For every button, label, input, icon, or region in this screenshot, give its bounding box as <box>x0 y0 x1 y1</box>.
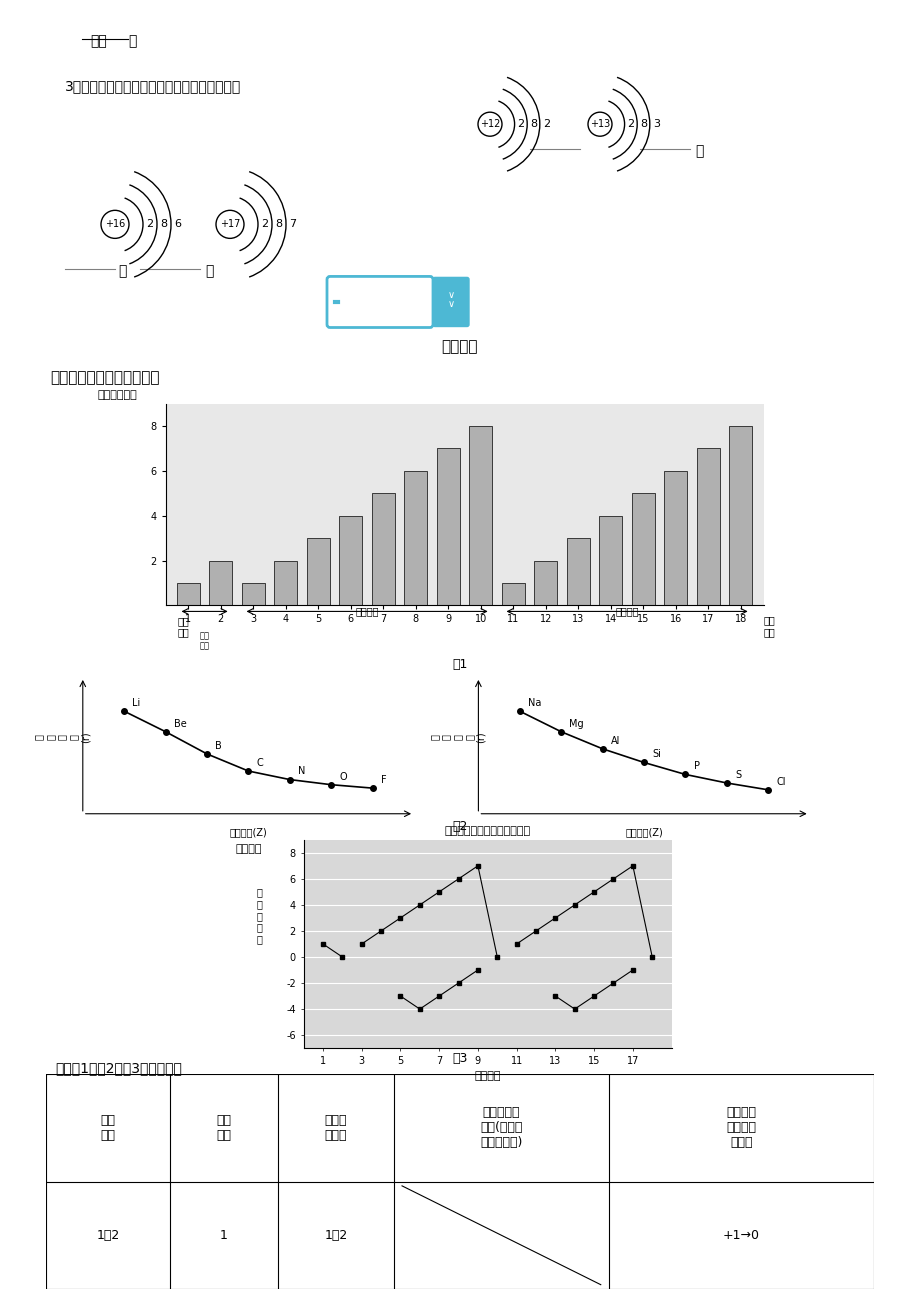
Text: Li: Li <box>132 698 141 708</box>
Bar <box>469 426 492 605</box>
Title: 元素化合价随原子序数变化图: 元素化合价随原子序数变化图 <box>444 827 530 836</box>
Text: 第二周期: 第二周期 <box>355 607 379 616</box>
Y-axis label: 最外层电子数: 最外层电子数 <box>97 389 138 400</box>
Text: 1～2: 1～2 <box>96 1229 119 1242</box>
Text: 6: 6 <box>174 219 181 229</box>
Text: 2: 2 <box>261 219 267 229</box>
Text: 一、原子结构的周期性变化: 一、原子结构的周期性变化 <box>50 370 159 385</box>
Text: +13: +13 <box>589 120 609 129</box>
Text: +16: +16 <box>105 219 125 229</box>
Text: S: S <box>734 769 741 780</box>
Bar <box>729 426 752 605</box>
Text: 原子序数(Z): 原子序数(Z) <box>624 828 663 837</box>
Text: 新知预习: 新知预习 <box>441 340 478 354</box>
Text: 8: 8 <box>529 120 537 129</box>
Bar <box>664 471 686 605</box>
Text: 最高或最
低化合价
的变化: 最高或最 低化合价 的变化 <box>726 1107 755 1150</box>
Text: 2: 2 <box>146 219 153 229</box>
Text: 图2: 图2 <box>452 820 467 833</box>
Text: 结合图1、图2、图3完成下表：: 结合图1、图2、图3完成下表： <box>55 1061 182 1075</box>
Bar <box>242 583 265 605</box>
Text: Al: Al <box>610 736 619 746</box>
FancyBboxPatch shape <box>326 276 433 328</box>
Text: +17: +17 <box>220 219 240 229</box>
Text: 增强: 增强 <box>90 34 107 48</box>
Text: 1～2: 1～2 <box>323 1229 347 1242</box>
Text: 原
子
半
径
(r): 原 子 半 径 (r) <box>429 730 485 742</box>
Bar <box>404 471 426 605</box>
Bar <box>274 561 297 605</box>
Circle shape <box>216 211 244 238</box>
Text: 图3: 图3 <box>452 1052 467 1065</box>
Text: O: O <box>339 772 346 781</box>
Bar <box>307 538 329 605</box>
Text: 。: 。 <box>205 264 213 279</box>
Text: 第二周期: 第二周期 <box>235 845 261 854</box>
Text: 7: 7 <box>289 219 296 229</box>
Text: 、: 、 <box>118 264 126 279</box>
Text: 原
子
半
径
(r): 原 子 半 径 (r) <box>34 730 90 742</box>
Text: 第一
周期: 第一 周期 <box>199 631 210 651</box>
Text: 第三周期: 第三周期 <box>630 845 656 854</box>
Text: 图1: 图1 <box>452 658 467 671</box>
Text: C: C <box>256 758 263 768</box>
Circle shape <box>587 112 611 137</box>
Text: 原子
序数: 原子 序数 <box>100 1113 116 1142</box>
Text: F: F <box>380 775 386 785</box>
Text: 。: 。 <box>128 34 136 48</box>
Circle shape <box>101 211 129 238</box>
Bar <box>534 561 557 605</box>
Text: 1: 1 <box>220 1229 228 1242</box>
Text: 3．镁、铝、硫、氯的原子结构示意图分别为：: 3．镁、铝、硫、氯的原子结构示意图分别为： <box>65 79 241 94</box>
Bar <box>631 493 654 605</box>
Text: 8: 8 <box>640 120 647 129</box>
Bar <box>566 538 589 605</box>
Text: ∨
∨: ∨ ∨ <box>447 290 454 309</box>
Text: 2: 2 <box>542 120 550 129</box>
Bar <box>599 516 621 605</box>
Text: Be: Be <box>174 719 187 729</box>
Text: 8: 8 <box>275 219 282 229</box>
Text: 电子
层数: 电子 层数 <box>216 1113 232 1142</box>
Text: 第三周期: 第三周期 <box>615 607 638 616</box>
Text: 原子
序数: 原子 序数 <box>763 616 775 637</box>
Text: B: B <box>215 741 221 751</box>
Text: Cl: Cl <box>776 777 785 786</box>
Bar <box>697 448 719 605</box>
Text: +12: +12 <box>480 120 500 129</box>
Text: +1→0: +1→0 <box>722 1229 759 1242</box>
Text: Na: Na <box>528 698 541 708</box>
Bar <box>176 583 199 605</box>
FancyBboxPatch shape <box>433 277 469 327</box>
Bar <box>210 561 232 605</box>
Text: P: P <box>693 762 699 771</box>
Bar <box>371 493 394 605</box>
Text: 、: 、 <box>694 145 703 159</box>
Text: 2: 2 <box>627 120 634 129</box>
Text: 3: 3 <box>652 120 659 129</box>
Text: 2: 2 <box>517 120 524 129</box>
Text: N: N <box>298 767 305 776</box>
Bar <box>437 448 460 605</box>
X-axis label: 原子序数: 原子序数 <box>474 1072 500 1081</box>
Bar <box>339 516 362 605</box>
Text: Mg: Mg <box>569 719 584 729</box>
Text: 8: 8 <box>160 219 167 229</box>
Text: 最外层
电子数: 最外层 电子数 <box>324 1113 346 1142</box>
Bar <box>502 583 524 605</box>
Text: 第一
周期: 第一 周期 <box>177 616 189 638</box>
Text: Si: Si <box>652 750 661 759</box>
Text: 原子半径的
变化(稀有气
体元素除外): 原子半径的 变化(稀有气 体元素除外) <box>480 1107 522 1150</box>
Text: 原子序数(Z): 原子序数(Z) <box>229 828 267 837</box>
Circle shape <box>478 112 502 137</box>
Y-axis label: 元
素
化
合
价: 元 素 化 合 价 <box>256 888 262 944</box>
